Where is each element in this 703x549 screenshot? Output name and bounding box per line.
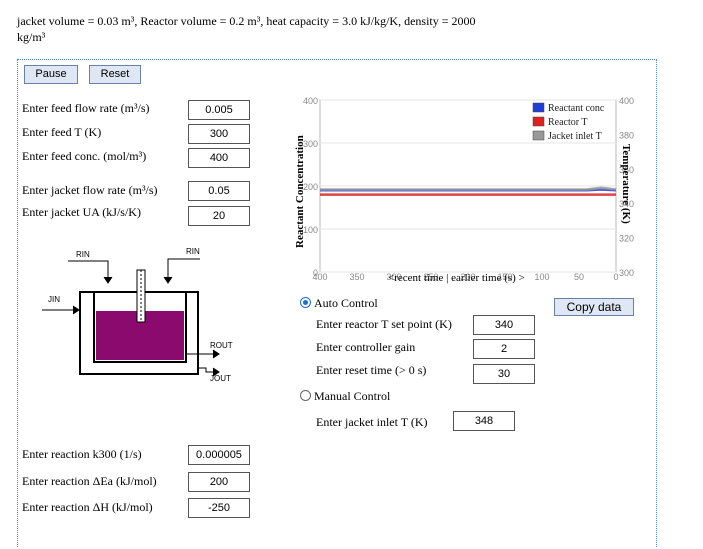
chart-x-tick-label: 400 — [312, 272, 327, 282]
dh-input[interactable] — [188, 498, 250, 518]
jacket-inlet-label: Enter jacket inlet T (K) — [316, 415, 428, 429]
chart-y2-tick-label: 340 — [619, 199, 634, 209]
feed-flow-input[interactable] — [188, 100, 250, 120]
chart-y2-tick-label: 380 — [619, 130, 634, 140]
chart-x-tick-label: 100 — [534, 272, 549, 282]
chart-x-tick-label: 250 — [423, 272, 438, 282]
k300-label: Enter reaction k300 (1/s) — [22, 447, 142, 461]
chart-y-axis-label: Reactant Concentration — [294, 135, 306, 248]
chart-x-tick-label: 350 — [349, 272, 364, 282]
ea-label: Enter reaction ΔEa (kJ/mol) — [22, 474, 157, 488]
feed-flow-label: Enter feed flow rate (m³/s) — [22, 101, 150, 115]
feed-temp-input[interactable] — [188, 124, 250, 144]
reset-button[interactable]: Reset — [89, 65, 141, 84]
legend-label: Jacket inlet T — [548, 131, 602, 142]
legend-swatch — [532, 102, 545, 113]
reset-time-label: Enter reset time (> 0 s) — [316, 363, 427, 377]
chart-y2-tick-label: 320 — [619, 234, 634, 244]
k300-input[interactable] — [188, 445, 250, 465]
rin-left-arrow — [68, 260, 113, 284]
dh-label: Enter reaction ΔH (kJ/mol) — [22, 500, 153, 514]
rout-label: ROUT — [210, 341, 233, 350]
legend-label: Reactor T — [548, 117, 588, 128]
setpoint-input[interactable] — [473, 315, 535, 335]
feed-conc-input[interactable] — [188, 148, 250, 168]
auto-control-label: Auto Control — [314, 296, 378, 310]
jin-arrow — [42, 305, 80, 315]
ea-input[interactable] — [188, 472, 250, 492]
chart-y-tick-label: 400 — [303, 96, 318, 106]
legend-swatch — [532, 116, 545, 127]
feed-temp-label: Enter feed T (K) — [22, 125, 102, 139]
jacket-ua-input[interactable] — [188, 206, 250, 226]
chart-x-tick-label: 50 — [574, 272, 584, 282]
jout-label: JOUT — [210, 374, 231, 383]
manual-control-label: Manual Control — [314, 389, 391, 403]
manual-control-radio[interactable] — [300, 390, 311, 401]
rin-left-label: RIN — [76, 250, 90, 259]
legend-swatch — [532, 130, 545, 141]
jacket-flow-input[interactable] — [188, 181, 250, 201]
rin-right-arrow — [163, 258, 200, 284]
jacket-flow-label: Enter jacket flow rate (m³/s) — [22, 183, 158, 197]
reactor-diagram: RIN RIN JIN ROUT JOUT — [42, 247, 233, 383]
chart-x-tick-label: 150 — [497, 272, 512, 282]
chart-x-tick-label: 300 — [386, 272, 401, 282]
chart-y2-tick-label: 360 — [619, 165, 634, 175]
jin-label: JIN — [48, 295, 60, 304]
chart-y-tick-label: 200 — [303, 182, 318, 192]
auto-control-radio[interactable] — [300, 297, 311, 308]
pause-button[interactable]: Pause — [24, 65, 78, 84]
chart-x-tick-label: 200 — [460, 272, 475, 282]
chart-y2-tick-label: 300 — [619, 268, 634, 278]
chart-x-tick-label: 0 — [613, 272, 618, 282]
parameter-summary: jacket volume = 0.03 m³, Reactor volume … — [17, 13, 537, 45]
chart-y2-tick-label: 400 — [619, 96, 634, 106]
reset-time-input[interactable] — [473, 364, 535, 384]
rin-right-label: RIN — [186, 247, 200, 256]
legend-label: Reactant conc — [548, 103, 605, 114]
jacket-ua-label: Enter jacket UA (kJ/s/K) — [22, 205, 141, 219]
chart-series-line — [320, 186, 617, 191]
jout-arrow — [198, 367, 220, 377]
chart-y-tick-label: 100 — [303, 225, 318, 235]
jacket-inlet-input[interactable] — [453, 411, 515, 431]
chart-y-tick-label: 300 — [303, 139, 318, 149]
chart-x-axis-label: <recent time | earlier time (s) > — [388, 272, 525, 284]
simulation-panel: Pause Reset — [17, 59, 657, 547]
feed-conc-label: Enter feed conc. (mol/m³) — [22, 149, 147, 163]
setpoint-label: Enter reactor T set point (K) — [316, 317, 452, 331]
gain-label: Enter controller gain — [316, 340, 416, 354]
copy-data-button[interactable]: Copy data — [554, 298, 634, 316]
rout-arrow — [186, 349, 220, 359]
parameter-summary-line2: kg/m³ — [17, 30, 46, 44]
parameter-summary-line1: jacket volume = 0.03 m³, Reactor volume … — [17, 14, 476, 28]
chart-y-tick-label: 0 — [313, 268, 318, 278]
chart-y2-axis-label: Temperature (K) — [620, 144, 632, 224]
chart-legend: Reactant conc Reactor T Jacket inlet T — [532, 102, 605, 142]
gain-input[interactable] — [473, 339, 535, 359]
